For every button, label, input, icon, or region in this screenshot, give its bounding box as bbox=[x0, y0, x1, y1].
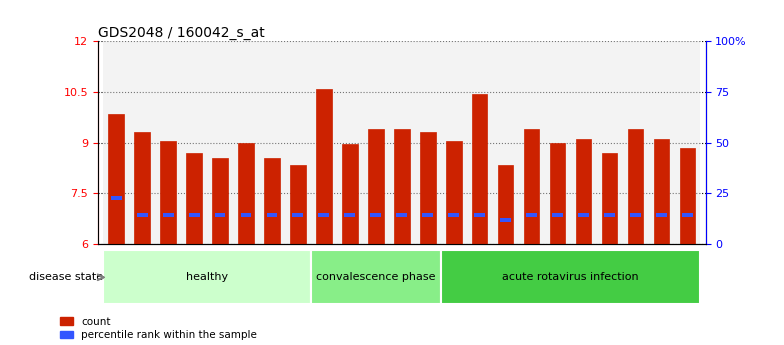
Bar bbox=[441, 41, 466, 244]
Bar bbox=[368, 129, 383, 244]
Bar bbox=[648, 41, 674, 244]
Bar bbox=[238, 142, 254, 244]
Bar bbox=[155, 41, 181, 244]
Bar bbox=[344, 213, 355, 217]
Text: GDS2048 / 160042_s_at: GDS2048 / 160042_s_at bbox=[98, 26, 265, 40]
Bar bbox=[420, 132, 436, 244]
Bar bbox=[630, 213, 641, 217]
Bar bbox=[389, 41, 415, 244]
FancyBboxPatch shape bbox=[103, 250, 311, 304]
Bar bbox=[337, 41, 363, 244]
Bar bbox=[363, 41, 389, 244]
Bar bbox=[189, 213, 199, 217]
Bar bbox=[492, 41, 519, 244]
Bar bbox=[108, 114, 124, 244]
Bar bbox=[466, 41, 492, 244]
Bar bbox=[215, 213, 226, 217]
Bar bbox=[212, 158, 228, 244]
Bar bbox=[575, 139, 591, 244]
Bar bbox=[654, 139, 670, 244]
Bar bbox=[316, 89, 332, 244]
Bar bbox=[134, 132, 150, 244]
FancyBboxPatch shape bbox=[311, 250, 441, 304]
Bar bbox=[241, 213, 252, 217]
Bar bbox=[656, 213, 667, 217]
Bar bbox=[111, 196, 122, 200]
Bar bbox=[674, 41, 700, 244]
FancyBboxPatch shape bbox=[441, 250, 700, 304]
Bar bbox=[397, 213, 407, 217]
Bar bbox=[472, 94, 488, 244]
Bar bbox=[264, 158, 280, 244]
Bar bbox=[342, 144, 358, 244]
Bar bbox=[552, 213, 563, 217]
Bar bbox=[474, 213, 485, 217]
Bar bbox=[550, 142, 565, 244]
Bar bbox=[526, 213, 537, 217]
Bar bbox=[498, 165, 514, 244]
Bar bbox=[187, 153, 201, 244]
Legend: count, percentile rank within the sample: count, percentile rank within the sample bbox=[60, 317, 257, 340]
Bar bbox=[415, 41, 441, 244]
Bar bbox=[285, 41, 311, 244]
Bar bbox=[680, 148, 695, 244]
Bar bbox=[448, 213, 459, 217]
Bar bbox=[597, 41, 622, 244]
Bar bbox=[162, 213, 173, 217]
Bar bbox=[446, 141, 462, 244]
Bar bbox=[233, 41, 259, 244]
Bar bbox=[604, 213, 615, 217]
Bar bbox=[160, 141, 176, 244]
Bar bbox=[545, 41, 571, 244]
Bar bbox=[181, 41, 207, 244]
Bar bbox=[578, 213, 589, 217]
Bar bbox=[394, 129, 409, 244]
Bar bbox=[519, 41, 545, 244]
Text: disease state: disease state bbox=[29, 272, 103, 282]
Bar bbox=[290, 165, 306, 244]
Bar bbox=[311, 41, 337, 244]
Bar bbox=[628, 129, 644, 244]
Bar bbox=[136, 213, 147, 217]
Bar bbox=[267, 213, 278, 217]
Bar bbox=[423, 213, 434, 217]
Bar bbox=[103, 41, 129, 244]
Bar bbox=[524, 129, 539, 244]
Text: healthy: healthy bbox=[186, 272, 228, 282]
Bar bbox=[259, 41, 285, 244]
Bar bbox=[500, 218, 511, 222]
Bar bbox=[207, 41, 233, 244]
Text: convalescence phase: convalescence phase bbox=[316, 272, 436, 282]
Bar bbox=[292, 213, 303, 217]
Bar bbox=[682, 213, 693, 217]
Bar bbox=[622, 41, 648, 244]
Bar bbox=[370, 213, 381, 217]
Text: acute rotavirus infection: acute rotavirus infection bbox=[503, 272, 639, 282]
Bar bbox=[129, 41, 155, 244]
Bar bbox=[318, 213, 329, 217]
Bar bbox=[602, 153, 617, 244]
Bar bbox=[571, 41, 597, 244]
